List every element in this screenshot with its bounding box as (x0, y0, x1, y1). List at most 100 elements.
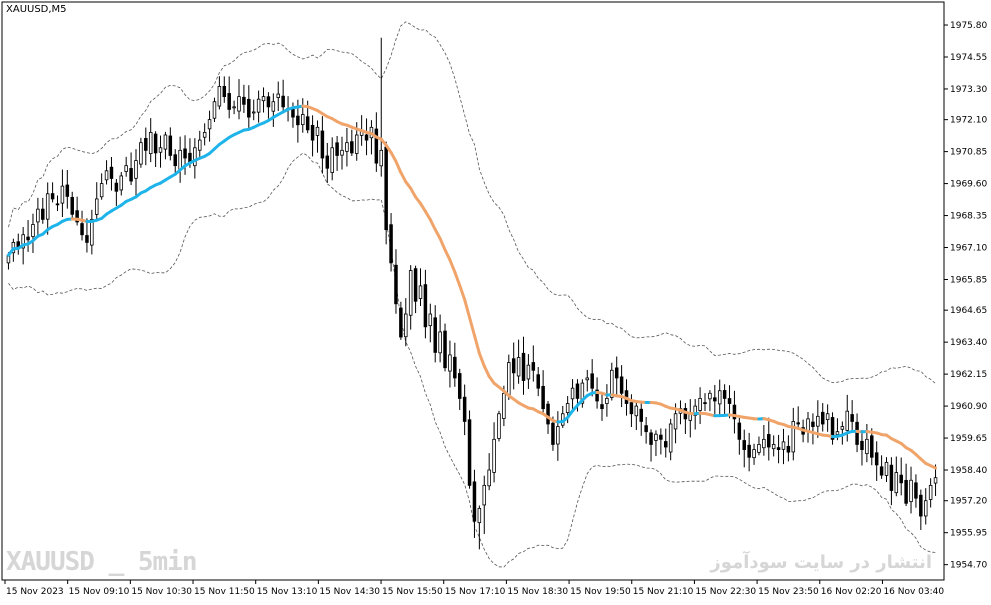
candle-body (575, 383, 580, 399)
candle-body (408, 270, 413, 316)
candle-body (379, 149, 384, 167)
candle-body (526, 364, 531, 380)
candle-body (301, 114, 305, 126)
candle-body (85, 235, 89, 243)
x-tick-label: 15 Nov 2023 (6, 587, 64, 597)
candle-body (811, 421, 815, 427)
candle-body (874, 452, 879, 466)
candle-body (909, 479, 913, 503)
y-tick-label: 1963.40 (950, 338, 987, 348)
candle-body (399, 307, 403, 338)
candle-body (507, 362, 511, 396)
candle-body (90, 218, 94, 246)
candle-body (438, 331, 442, 354)
y-tick-label: 1960.90 (950, 402, 987, 412)
candle-body (639, 408, 643, 422)
candle-body (134, 160, 138, 179)
ma-segment-falling (468, 315, 476, 337)
candle-body (45, 193, 50, 220)
x-tick-label: 15 Nov 14:30 (319, 587, 380, 597)
candle-body (168, 135, 173, 156)
candle-body (521, 352, 526, 381)
envelope-upper-line (8, 21, 936, 384)
y-tick-label: 1972.10 (950, 116, 987, 126)
ma-segment-falling (477, 351, 486, 368)
candle-body (585, 377, 590, 381)
candle-body (472, 481, 477, 522)
candle-body (433, 317, 437, 353)
x-tick-label: 16 Nov 03:40 (883, 587, 944, 597)
x-tick-label: 15 Nov 10:30 (131, 587, 192, 597)
ma-segment-falling (453, 270, 462, 288)
y-tick-label: 1968.35 (950, 212, 987, 222)
candle-body (256, 98, 261, 113)
candle-body (41, 208, 45, 220)
candle-body (340, 149, 344, 156)
candle-body (26, 236, 30, 241)
candle-body (453, 356, 457, 379)
candle-body (605, 398, 609, 404)
candle-body (65, 184, 70, 197)
candle-body (904, 479, 908, 504)
ma-segment-falling (472, 333, 481, 355)
candle-body (781, 441, 786, 450)
candle-body (129, 168, 133, 182)
candle-body (281, 95, 285, 108)
candle-body (276, 93, 280, 98)
ma-segment-falling (463, 298, 472, 319)
y-tick-label: 1957.20 (950, 497, 987, 507)
x-tick-label: 15 Nov 11:50 (194, 587, 255, 597)
candle-body (251, 111, 256, 114)
ma-segment-falling (423, 209, 432, 222)
candle-body (60, 185, 65, 204)
candle-body (183, 148, 187, 159)
candle-body (217, 85, 222, 107)
candle-body (193, 147, 197, 167)
candle-body (742, 440, 746, 450)
candle-body (75, 210, 79, 223)
ma-segment-falling (399, 171, 408, 184)
ma-segment-falling (389, 151, 398, 163)
ma-segment-falling (418, 201, 427, 213)
candle-body (457, 373, 462, 399)
y-tick-label: 1973.30 (950, 85, 987, 95)
candle-body (713, 397, 717, 402)
y-tick-label: 1975.80 (950, 21, 987, 31)
candle-body (31, 224, 35, 237)
y-tick-label: 1955.95 (950, 529, 987, 539)
plot-frame (1, 1, 945, 581)
candle-body (114, 182, 119, 192)
candle-body (536, 374, 540, 389)
candle-body (497, 413, 501, 439)
candle-body (418, 285, 423, 299)
candle-body (570, 387, 575, 400)
candle-body (124, 165, 128, 172)
candle-body (825, 413, 830, 420)
ma-segment-falling (482, 364, 491, 378)
envelope-lower-line (8, 152, 936, 568)
candle-body (649, 432, 653, 445)
candle-body (619, 376, 624, 394)
candle-body (502, 392, 506, 419)
candle-body (771, 444, 776, 450)
x-tick-label: 15 Nov 13:10 (257, 587, 318, 597)
candle-body (732, 404, 737, 420)
y-tick-label: 1967.10 (950, 244, 987, 254)
candle-body (762, 438, 766, 449)
candle-body (703, 402, 707, 405)
candle-body (551, 422, 555, 445)
candle-body (565, 403, 570, 413)
candle-body (767, 434, 771, 448)
candle-body (55, 203, 60, 206)
y-tick-label: 1954.70 (950, 561, 987, 571)
candle-body (99, 183, 104, 198)
candle-body (423, 284, 428, 328)
candle-body (855, 421, 859, 445)
candle-body (634, 405, 639, 417)
watermark-site: انتشار در سایت سودآموز (710, 552, 932, 573)
candle-body (923, 500, 928, 517)
candle-body (850, 414, 854, 422)
candle-body (364, 134, 369, 141)
